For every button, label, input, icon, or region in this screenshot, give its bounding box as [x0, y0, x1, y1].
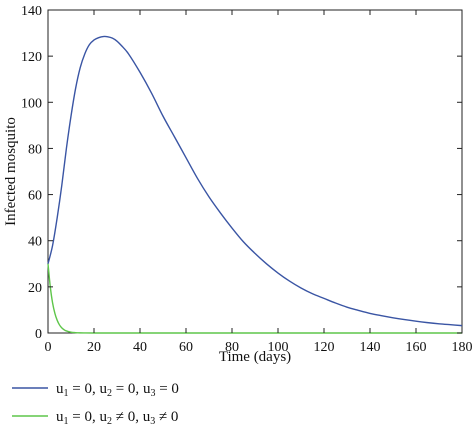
- x-tick-label: 160: [406, 340, 427, 355]
- y-tick-label: 100: [21, 96, 42, 111]
- legend-text-part: = 0,: [69, 409, 100, 425]
- legend-text-part: 1: [64, 416, 69, 427]
- legend-text-part: u: [99, 409, 107, 425]
- series-line-2: [47, 263, 462, 334]
- x-tick-label: 0: [45, 340, 52, 355]
- x-axis-label: Time (days): [219, 349, 291, 365]
- x-tick-label: 180: [452, 340, 473, 355]
- y-tick-label: 140: [21, 4, 42, 19]
- series-layer: [47, 35, 463, 334]
- legend-text-part: u: [143, 409, 151, 425]
- legend-text-part: u: [99, 381, 107, 397]
- legend-text-part: = 0: [155, 381, 178, 397]
- series-line-1: [47, 35, 463, 327]
- y-tick-label: 60: [28, 189, 42, 204]
- y-axis-label: Infected mosquito: [3, 117, 19, 226]
- axes-box: [47, 9, 463, 334]
- legend-text-part: ≠ 0: [155, 409, 178, 425]
- x-tick-label: 140: [360, 340, 381, 355]
- y-tick-label: 20: [28, 281, 42, 296]
- legend-text-part: = 0,: [112, 381, 143, 397]
- legend-text-part: u: [56, 381, 64, 397]
- x-tick-label: 100: [268, 340, 289, 355]
- legend: u1 = 0, u2 = 0, u3 = 0u1 = 0, u2 ≠ 0, u3…: [12, 381, 179, 427]
- legend-text-part: 1: [64, 388, 69, 399]
- legend-entry-2: u1 = 0, u2 ≠ 0, u3 ≠ 0: [56, 409, 178, 427]
- legend-entry-1: u1 = 0, u2 = 0, u3 = 0: [56, 381, 179, 399]
- legend-text-part: u: [143, 381, 151, 397]
- legend-text-part: u: [56, 409, 64, 425]
- x-tick-label: 120: [314, 340, 335, 355]
- y-tick-label: 40: [28, 235, 42, 250]
- x-tick-label: 60: [179, 340, 193, 355]
- legend-text-part: 2: [107, 416, 112, 427]
- legend-text-part: 3: [150, 416, 155, 427]
- legend-text-part: 3: [150, 388, 155, 399]
- y-tick-label: 120: [21, 50, 42, 65]
- y-tick-label: 80: [28, 142, 42, 157]
- legend-text-part: ≠ 0,: [112, 409, 143, 425]
- tick-layer: 0 20 40 60 80 100 120 140 160 180 0 20 40 60 80 100 120 1…: [21, 4, 473, 355]
- y-tick-label: 0: [35, 327, 42, 342]
- legend-text-part: = 0,: [69, 381, 100, 397]
- x-tick-label: 80: [225, 340, 239, 355]
- x-tick-label: 40: [133, 340, 147, 355]
- axes-frame: [47, 9, 463, 334]
- x-tick-label: 20: [87, 340, 101, 355]
- legend-text-part: 2: [107, 388, 112, 399]
